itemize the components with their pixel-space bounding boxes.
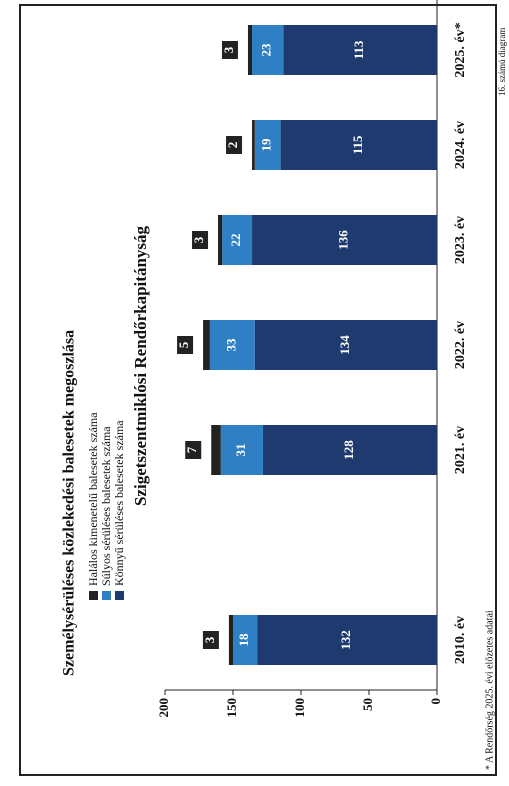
- frame: [19, 4, 497, 776]
- value-label: 2: [225, 142, 240, 149]
- label-box: [192, 231, 209, 249]
- value-label: 134: [337, 335, 352, 355]
- value-label: 23: [259, 43, 274, 57]
- value-label: 3: [202, 636, 217, 643]
- legend-swatch: [89, 591, 98, 600]
- x-tick-label: 2024. év: [453, 121, 468, 169]
- bar-segment: [220, 425, 263, 475]
- y-tick-label: 50: [360, 698, 375, 711]
- y-tick-label: 150: [224, 698, 239, 718]
- value-label: 18: [236, 633, 251, 647]
- bar-segment: [254, 120, 281, 170]
- bar-segment: [211, 425, 221, 475]
- value-label: 3: [221, 46, 236, 53]
- value-label: 113: [351, 40, 366, 59]
- bar-segment: [252, 215, 437, 265]
- chart-title: Szigetszentmiklósi Rendőrkapitányság: [131, 225, 150, 506]
- value-label: 31: [233, 444, 248, 457]
- caption: 16. számú diagram: [497, 28, 507, 96]
- bar-segment: [280, 120, 437, 170]
- value-label: 136: [336, 230, 351, 250]
- bar-segment: [218, 215, 223, 265]
- label-box: [185, 441, 202, 459]
- x-tick-label: 2010. év: [453, 616, 468, 664]
- legend-swatch: [102, 591, 111, 600]
- bar-segment: [203, 320, 210, 370]
- value-label: 19: [259, 138, 274, 152]
- value-label: 5: [176, 341, 191, 348]
- legend-label: Könnyű sérüléses balesetek száma: [112, 420, 126, 586]
- chart-subtitle: Személysérüléses közlekedési balesetek m…: [61, 330, 78, 676]
- bar-segment: [254, 320, 437, 370]
- bar-segment: [252, 25, 284, 75]
- x-tick-label: 2021. év: [453, 426, 468, 474]
- value-label: 115: [350, 135, 365, 154]
- bar-segment: [252, 120, 255, 170]
- bar-segment: [209, 320, 255, 370]
- y-tick-label: 0: [428, 698, 443, 705]
- bar-segment: [257, 615, 438, 665]
- legend-label: Súlyos sérüléses balesetek száma: [99, 426, 113, 586]
- footnote: * A Rendőrség 2025. évi előzetes adatai: [484, 610, 495, 770]
- value-label: 3: [191, 236, 206, 243]
- x-tick-label: 2023. év: [453, 216, 468, 264]
- value-label: 7: [184, 446, 199, 453]
- legend-label: Halálos kimenetelű balesetek száma: [86, 412, 100, 586]
- legend-swatch: [115, 591, 124, 600]
- bar-segment: [228, 615, 233, 665]
- label-box: [226, 136, 243, 154]
- bar-segment: [262, 425, 438, 475]
- x-tick-label: 2022. év: [453, 321, 468, 369]
- label-box: [221, 41, 238, 59]
- rotated-page: Személysérüléses közlekedési balesetek m…: [61, 0, 507, 770]
- value-label: 128: [341, 440, 356, 460]
- bar-segment: [283, 25, 437, 75]
- y-tick-label: 100: [292, 698, 307, 718]
- value-label: 132: [338, 630, 353, 650]
- bar-segment: [222, 215, 253, 265]
- bar-segment: [233, 615, 258, 665]
- value-label: 33: [223, 338, 238, 352]
- label-box: [177, 336, 194, 354]
- label-box: [202, 631, 219, 649]
- value-label: 22: [228, 234, 243, 247]
- x-tick-label: 2025. év*: [453, 22, 468, 77]
- bar-segment: [247, 25, 253, 75]
- y-tick-label: 200: [156, 698, 171, 718]
